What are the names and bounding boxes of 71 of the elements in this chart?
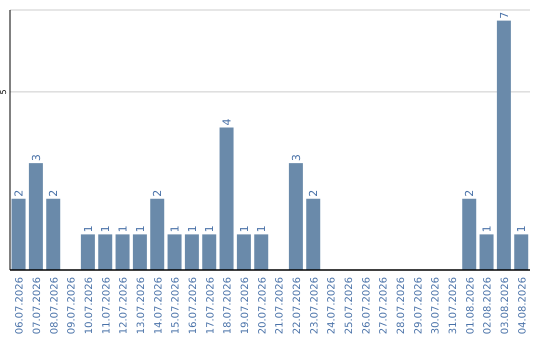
bar bbox=[28, 163, 43, 270]
data-label: 1 bbox=[116, 225, 130, 232]
bar bbox=[462, 198, 476, 270]
bar bbox=[220, 128, 234, 270]
x-tick-label: 10.07.2026 bbox=[84, 277, 95, 334]
data-label: 2 bbox=[12, 190, 26, 197]
data-label: 1 bbox=[99, 225, 112, 232]
bar bbox=[12, 198, 26, 270]
bar bbox=[480, 234, 494, 270]
x-tick-label: 06.07.2026 bbox=[14, 277, 26, 334]
x-tick-label: 08.07.2026 bbox=[49, 277, 60, 334]
data-label: 2 bbox=[47, 190, 60, 197]
x-tick-label: 26.07.2026 bbox=[361, 277, 372, 334]
x-tick-label: 22.07.2026 bbox=[292, 277, 303, 334]
x-tick-label: 07.07.2026 bbox=[32, 277, 43, 334]
data-label: 1 bbox=[82, 225, 95, 232]
x-tick-label: 27.07.2026 bbox=[378, 277, 390, 334]
x-tick-label: 13.07.2026 bbox=[136, 277, 147, 334]
data-label: 1 bbox=[134, 225, 147, 232]
bar bbox=[496, 20, 511, 270]
x-tick-label: 24.07.2026 bbox=[326, 277, 338, 334]
x-tick-label: 31.07.2026 bbox=[448, 277, 459, 334]
data-label: 1 bbox=[186, 225, 199, 232]
data-label: 3 bbox=[30, 154, 43, 162]
data-label: 7 bbox=[498, 12, 511, 19]
data-label: 1 bbox=[238, 225, 251, 232]
x-tick-label: 12.07.2026 bbox=[118, 277, 130, 334]
bar bbox=[132, 234, 147, 270]
data-label: 1 bbox=[515, 225, 528, 232]
data-label: 2 bbox=[151, 190, 164, 197]
x-tick-label: 19.07.2026 bbox=[240, 277, 251, 334]
x-tick-label: 15.07.2026 bbox=[170, 277, 182, 334]
data-label: 2 bbox=[463, 190, 476, 197]
x-tick-label: 21.07.2026 bbox=[274, 277, 286, 334]
x-tick-label: 04.08.2026 bbox=[517, 277, 528, 334]
x-tick-label: 20.07.2026 bbox=[257, 277, 268, 334]
x-tick-label: 16.07.2026 bbox=[188, 277, 199, 334]
data-label: 2 bbox=[307, 190, 320, 197]
y-tick-label: 5 bbox=[0, 89, 8, 94]
x-tick-label: 03.08.2026 bbox=[500, 277, 511, 334]
x-tick-label: 25.07.2026 bbox=[344, 277, 355, 334]
x-tick-label: 28.07.2026 bbox=[396, 277, 407, 334]
x-tick-label: 17.07.2026 bbox=[205, 277, 216, 334]
x-tick-label: 18.07.2026 bbox=[222, 277, 234, 334]
data-label: 3 bbox=[290, 154, 303, 162]
x-tick-label: 11.07.2026 bbox=[101, 277, 112, 334]
bar bbox=[116, 234, 130, 270]
bar bbox=[80, 234, 95, 270]
x-tick-label: 02.08.2026 bbox=[482, 277, 494, 334]
bar bbox=[168, 234, 182, 270]
bar bbox=[514, 234, 528, 270]
data-label: 4 bbox=[220, 118, 234, 126]
x-tick-label: 14.07.2026 bbox=[153, 277, 164, 334]
bar bbox=[236, 234, 251, 270]
bar bbox=[288, 163, 303, 270]
x-tick-label: 29.07.2026 bbox=[413, 277, 424, 334]
data-label: 1 bbox=[168, 225, 182, 232]
bar bbox=[184, 234, 199, 270]
data-label: 1 bbox=[255, 225, 268, 232]
data-label: 1 bbox=[203, 225, 216, 232]
x-tick-label: 09.07.2026 bbox=[66, 277, 78, 334]
x-tick-label: 01.08.2026 bbox=[465, 277, 476, 334]
bar bbox=[202, 234, 216, 270]
bar bbox=[306, 198, 320, 270]
bar bbox=[98, 234, 112, 270]
data-label: 1 bbox=[480, 225, 494, 232]
bar bbox=[150, 198, 164, 270]
bar bbox=[254, 234, 268, 270]
x-tick-label: 30.07.2026 bbox=[430, 277, 442, 334]
bar bbox=[46, 198, 60, 270]
x-tick-label: 23.07.2026 bbox=[309, 277, 320, 334]
